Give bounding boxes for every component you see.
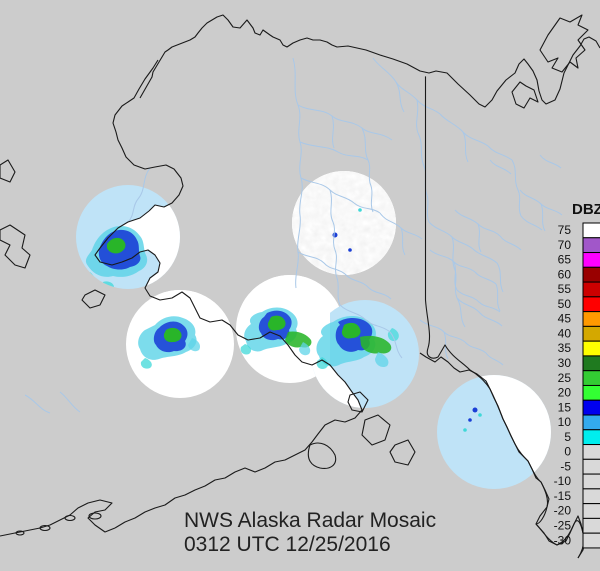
svg-text:30: 30 xyxy=(558,356,572,370)
svg-text:-20: -20 xyxy=(554,504,572,518)
svg-text:15: 15 xyxy=(558,400,572,414)
svg-text:60: 60 xyxy=(558,267,572,281)
svg-text:65: 65 xyxy=(558,253,572,267)
svg-text:50: 50 xyxy=(558,297,572,311)
svg-text:NWS Alaska Radar Mosaic: NWS Alaska Radar Mosaic xyxy=(184,509,436,532)
svg-text:35: 35 xyxy=(558,341,572,355)
svg-text:5: 5 xyxy=(564,430,571,444)
svg-text:0: 0 xyxy=(564,445,571,459)
svg-text:0312 UTC 12/25/2016: 0312 UTC 12/25/2016 xyxy=(184,533,391,556)
svg-text:25: 25 xyxy=(558,371,572,385)
svg-text:45: 45 xyxy=(558,312,572,326)
svg-text:-25: -25 xyxy=(554,518,572,532)
svg-text:DBZ: DBZ xyxy=(572,201,600,218)
svg-text:-10: -10 xyxy=(554,474,572,488)
svg-text:-30: -30 xyxy=(554,533,572,547)
svg-text:70: 70 xyxy=(558,238,572,252)
svg-text:-5: -5 xyxy=(560,459,571,473)
svg-text:-15: -15 xyxy=(554,489,572,503)
svg-text:20: 20 xyxy=(558,386,572,400)
svg-text:75: 75 xyxy=(558,223,572,237)
svg-text:10: 10 xyxy=(558,415,572,429)
svg-text:55: 55 xyxy=(558,282,572,296)
svg-text:40: 40 xyxy=(558,326,572,340)
